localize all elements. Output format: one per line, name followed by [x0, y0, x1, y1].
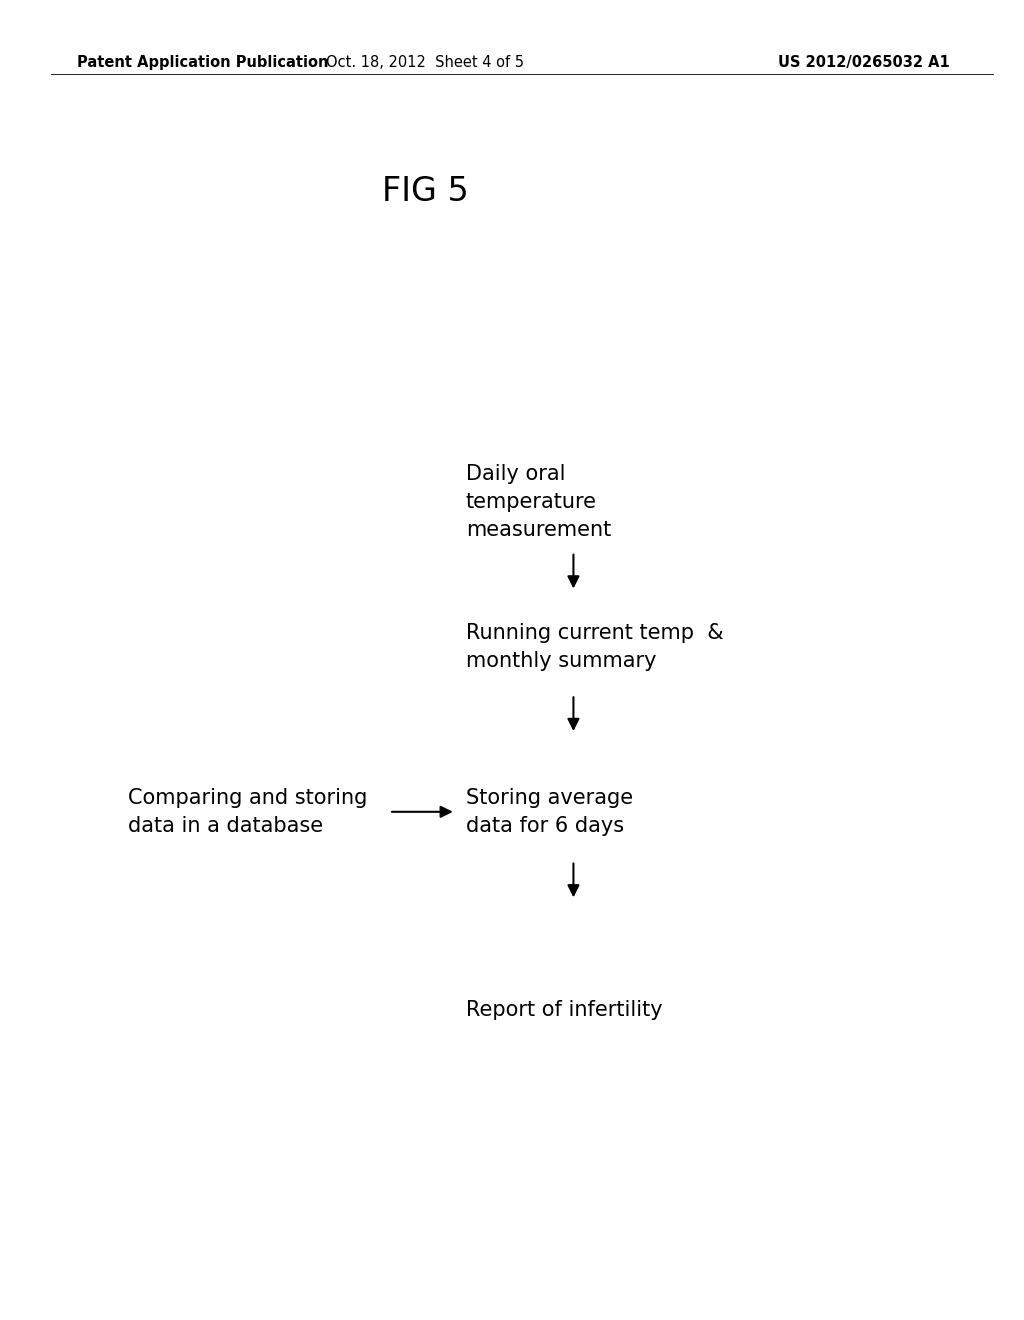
- Text: Report of infertility: Report of infertility: [466, 999, 663, 1020]
- Text: Comparing and storing
data in a database: Comparing and storing data in a database: [128, 788, 368, 836]
- Text: Daily oral
temperature
measurement: Daily oral temperature measurement: [466, 463, 611, 540]
- Text: Patent Application Publication: Patent Application Publication: [77, 54, 329, 70]
- Text: FIG 5: FIG 5: [382, 176, 468, 209]
- Text: US 2012/0265032 A1: US 2012/0265032 A1: [778, 54, 950, 70]
- Text: Storing average
data for 6 days: Storing average data for 6 days: [466, 788, 633, 836]
- Text: Running current temp  &
monthly summary: Running current temp & monthly summary: [466, 623, 724, 671]
- Text: Oct. 18, 2012  Sheet 4 of 5: Oct. 18, 2012 Sheet 4 of 5: [326, 54, 524, 70]
